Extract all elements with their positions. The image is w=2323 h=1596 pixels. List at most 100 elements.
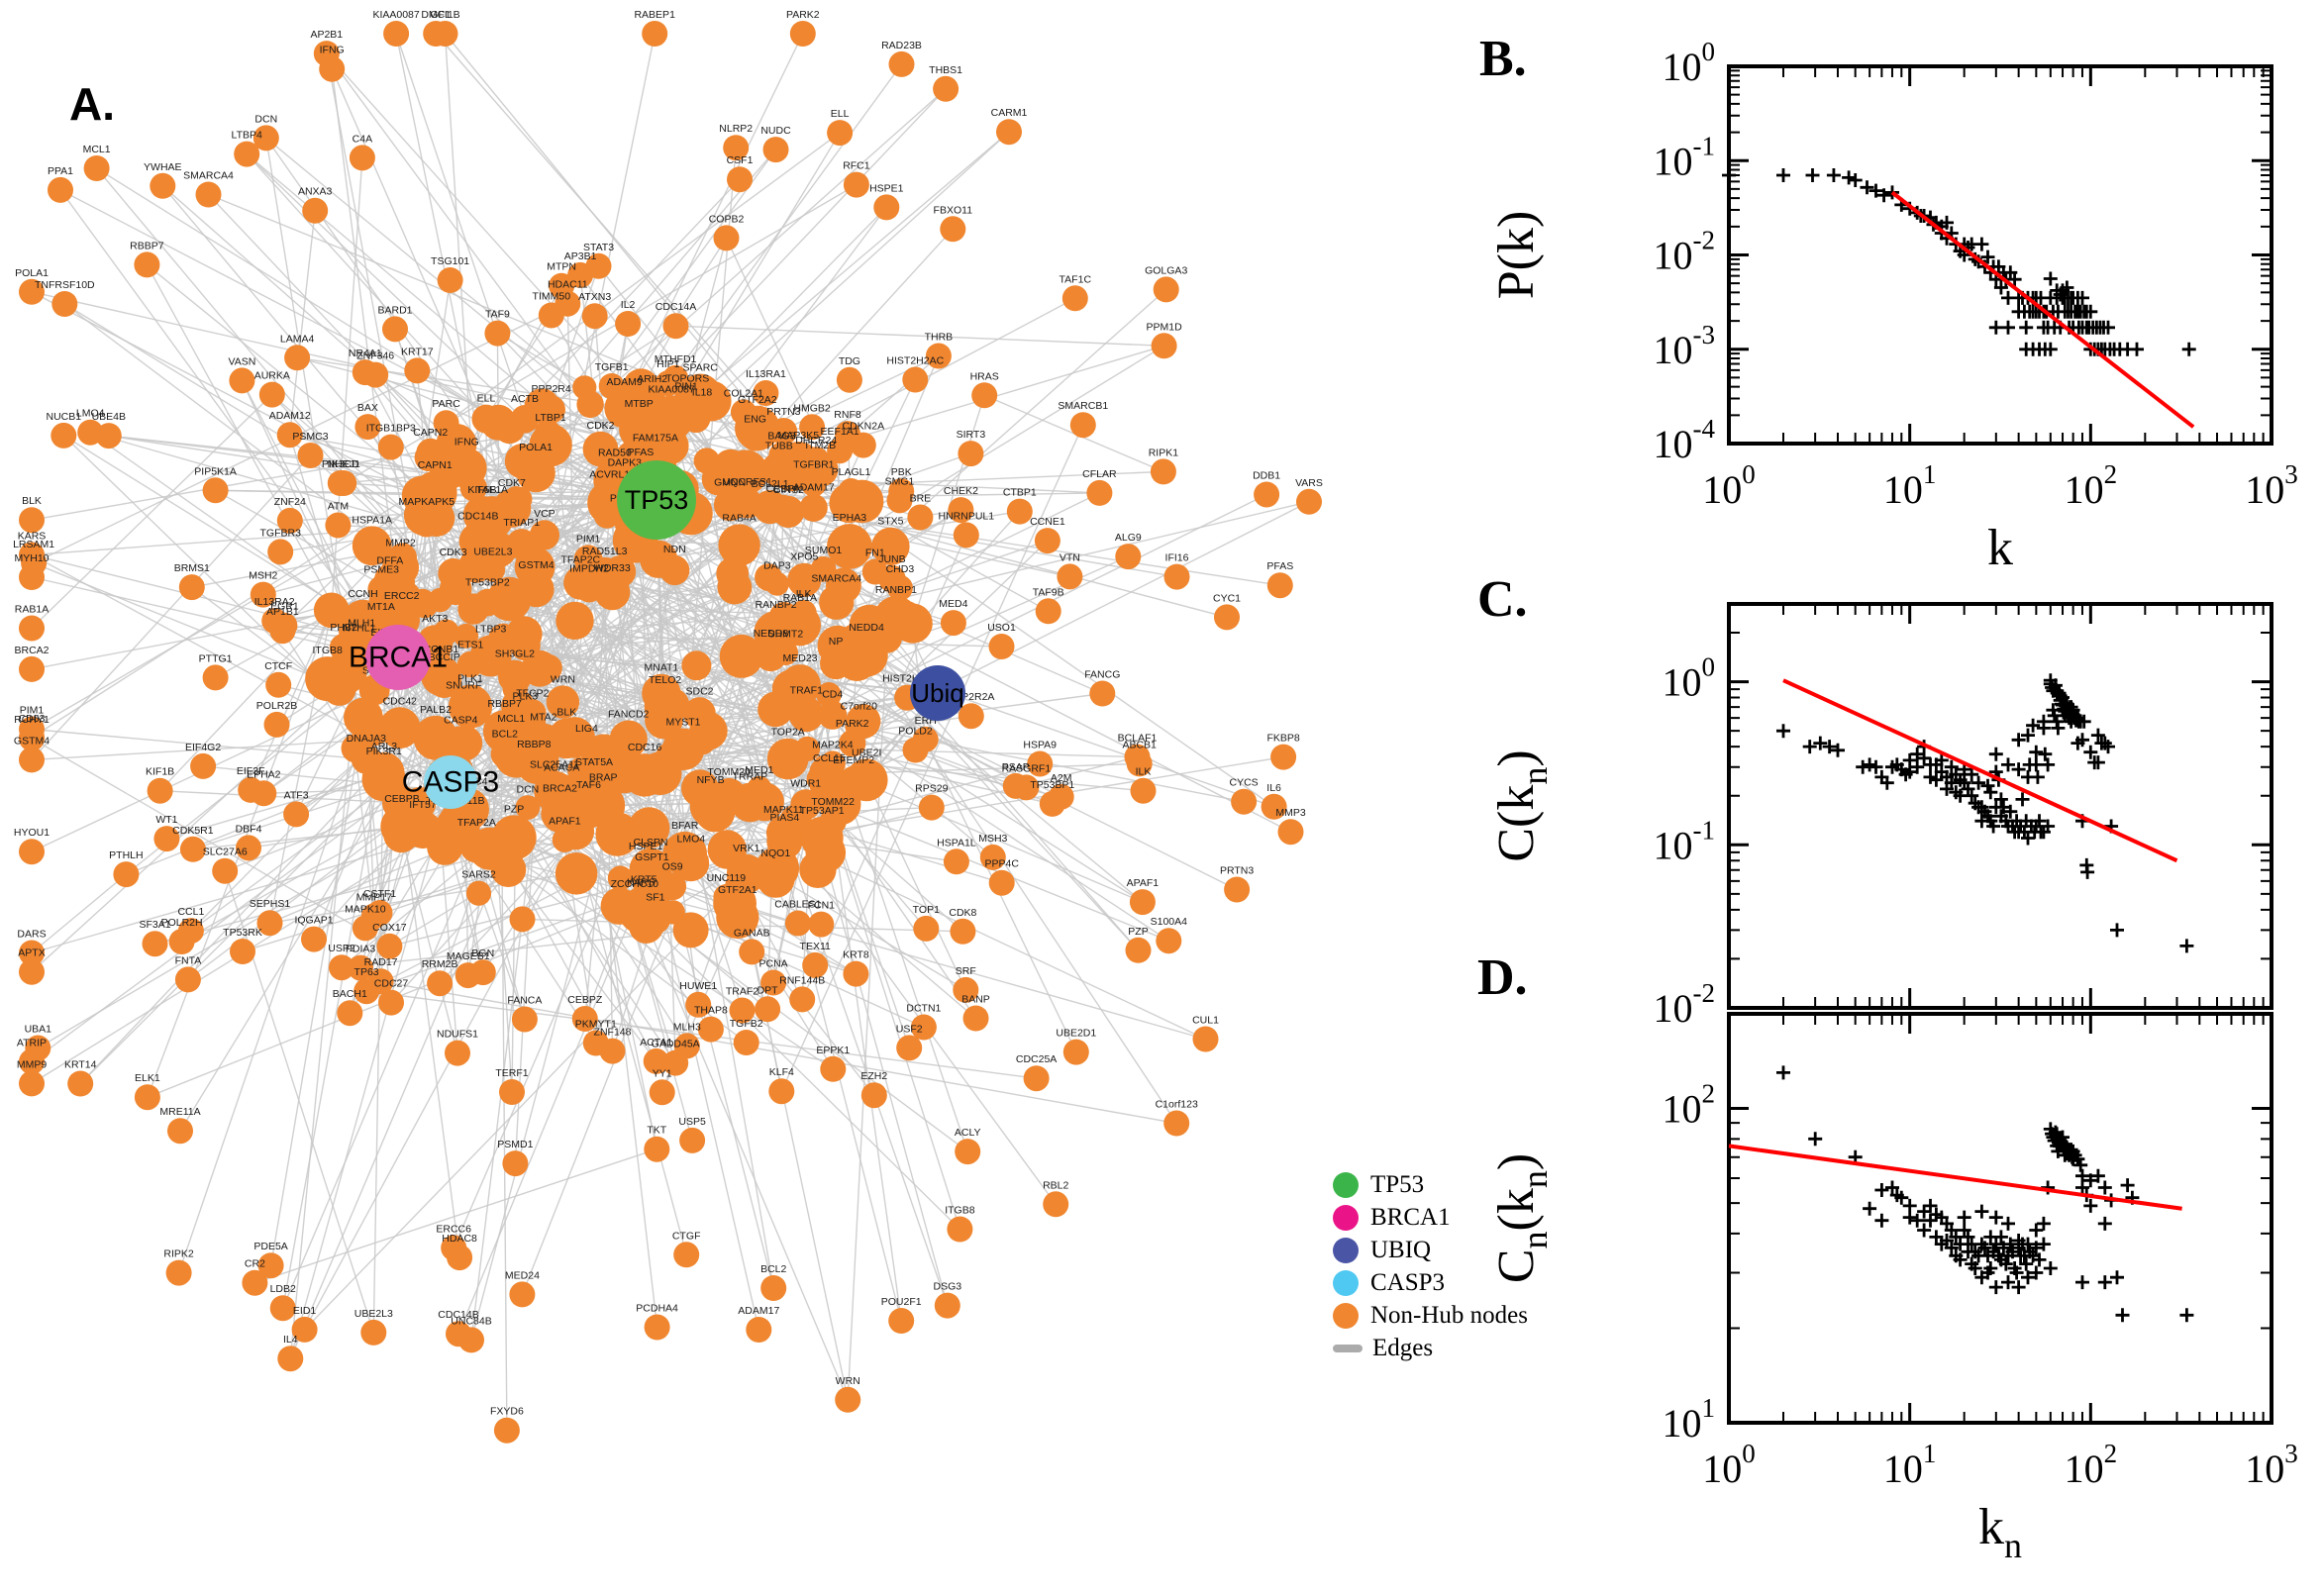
- svg-text:FANCA: FANCA: [507, 995, 542, 1007]
- svg-text:ADAM17: ADAM17: [738, 1305, 779, 1317]
- svg-text:CEBPA: CEBPA: [766, 483, 801, 495]
- svg-text:CDC16: CDC16: [628, 742, 662, 753]
- svg-text:CEBPZ: CEBPZ: [567, 994, 603, 1006]
- svg-text:TP53BP1: TP53BP1: [1030, 779, 1074, 791]
- svg-text:BRCA2: BRCA2: [14, 645, 49, 656]
- svg-text:KLF4: KLF4: [769, 1066, 794, 1078]
- svg-text:TIMM50: TIMM50: [533, 291, 571, 303]
- y-axis-title: C(kn): [1488, 749, 1555, 861]
- svg-text:IL13RA2: IL13RA2: [254, 596, 295, 608]
- svg-text:IL6: IL6: [1266, 782, 1281, 794]
- svg-text:IL4: IL4: [283, 1334, 298, 1346]
- svg-text:EPHA3: EPHA3: [833, 512, 867, 524]
- svg-text:BCLAF1: BCLAF1: [1118, 733, 1158, 745]
- svg-text:C1orf123: C1orf123: [1156, 1099, 1198, 1111]
- svg-text:CFLAR: CFLAR: [1082, 468, 1117, 480]
- svg-text:POLA1: POLA1: [519, 442, 553, 453]
- x-tick-label: 102: [2065, 1439, 2118, 1491]
- panel-label-d: D.: [1477, 949, 1528, 1006]
- svg-text:LMO4: LMO4: [677, 833, 706, 845]
- svg-text:OS9: OS9: [662, 860, 683, 872]
- svg-text:FBXO11: FBXO11: [934, 204, 973, 216]
- svg-text:CDK3: CDK3: [440, 547, 467, 558]
- legend-item-label: Edges: [1372, 1334, 1434, 1361]
- svg-text:SPARC: SPARC: [682, 362, 718, 374]
- svg-text:ZNF148: ZNF148: [594, 1027, 632, 1039]
- svg-text:BAX: BAX: [357, 402, 378, 414]
- svg-text:APAF1: APAF1: [549, 816, 581, 828]
- svg-text:MSH2: MSH2: [249, 570, 277, 582]
- svg-text:MMP17: MMP17: [356, 891, 392, 903]
- fit-line: [1728, 1144, 2182, 1211]
- svg-text:MAPKAPK5: MAPKAPK5: [398, 496, 454, 508]
- svg-text:GSTM4: GSTM4: [14, 735, 50, 747]
- svg-text:CHD3: CHD3: [886, 563, 915, 575]
- svg-text:THAP8: THAP8: [694, 1005, 728, 1017]
- svg-text:PFAS: PFAS: [627, 447, 654, 458]
- svg-text:HDAC11: HDAC11: [548, 279, 588, 291]
- svg-text:PIP5K1A: PIP5K1A: [194, 465, 237, 477]
- axis-minor-ticks: [1729, 1013, 2272, 1423]
- svg-text:ACVRL1: ACVRL1: [589, 468, 630, 480]
- svg-text:TOP2A: TOP2A: [771, 727, 805, 739]
- svg-text:TELO2: TELO2: [649, 674, 681, 686]
- svg-text:TNFRSF10D: TNFRSF10D: [35, 279, 95, 291]
- svg-text:AP1B1: AP1B1: [266, 606, 299, 618]
- svg-text:MTPN: MTPN: [547, 261, 576, 273]
- legend-dot-icon: [1333, 1237, 1359, 1263]
- hub-node-label: BRCA1: [349, 642, 448, 674]
- svg-text:MAP3K5: MAP3K5: [778, 430, 820, 442]
- svg-text:PLAGL1: PLAGL1: [832, 466, 871, 478]
- svg-text:DCN: DCN: [517, 783, 540, 795]
- svg-text:ERCC2: ERCC2: [384, 590, 420, 602]
- svg-text:BFAR: BFAR: [671, 820, 699, 832]
- svg-text:NR4A1: NR4A1: [349, 348, 382, 359]
- svg-text:PIK3CD: PIK3CD: [322, 458, 359, 470]
- svg-text:SIRT3: SIRT3: [957, 429, 986, 441]
- svg-text:KIF1B: KIF1B: [146, 766, 174, 778]
- svg-text:IL18: IL18: [692, 387, 713, 399]
- svg-text:ATRIP: ATRIP: [17, 1037, 47, 1048]
- hub-node-label: CASP3: [402, 766, 499, 799]
- svg-text:UNC119: UNC119: [707, 872, 747, 884]
- svg-text:POU2F1: POU2F1: [881, 1296, 922, 1308]
- legend: TP53 BRCA1 UBIQ CASP3 Non-Hub nodes Edges: [1333, 1168, 1528, 1364]
- svg-text:RAB1A: RAB1A: [783, 592, 817, 604]
- svg-text:RBBP7: RBBP7: [487, 698, 522, 710]
- svg-text:MTBP: MTBP: [625, 398, 654, 410]
- svg-text:DHCR24: DHCR24: [795, 435, 837, 447]
- svg-text:CYC1: CYC1: [1213, 592, 1241, 604]
- svg-text:RFC1: RFC1: [843, 160, 870, 172]
- svg-text:PPP4C: PPP4C: [984, 858, 1019, 870]
- svg-text:RAD23B: RAD23B: [881, 40, 922, 51]
- svg-text:PSAP: PSAP: [1002, 761, 1030, 773]
- svg-text:MTHFD1: MTHFD1: [655, 353, 697, 365]
- svg-text:CD4: CD4: [822, 689, 843, 701]
- svg-text:CASP4: CASP4: [444, 714, 478, 726]
- svg-text:AP3B1: AP3B1: [564, 250, 597, 262]
- svg-text:BCL2: BCL2: [492, 728, 518, 740]
- svg-text:IQGAP1: IQGAP1: [294, 915, 333, 927]
- svg-text:GANAB: GANAB: [734, 927, 770, 939]
- svg-text:TSG101: TSG101: [431, 255, 469, 267]
- svg-text:PPM1D: PPM1D: [1147, 321, 1183, 333]
- svg-text:BACH1: BACH1: [333, 988, 367, 1000]
- svg-text:SUMO1: SUMO1: [805, 545, 843, 556]
- svg-text:PARK2: PARK2: [836, 718, 869, 730]
- scatter-points: [1776, 1065, 2194, 1323]
- svg-text:ATXN3: ATXN3: [578, 291, 611, 303]
- svg-text:YY1: YY1: [653, 1067, 672, 1079]
- svg-text:ZCCHC10: ZCCHC10: [611, 878, 659, 890]
- svg-text:RANBP1: RANBP1: [875, 584, 917, 596]
- svg-text:CCL15: CCL15: [813, 752, 846, 764]
- svg-text:CD53: CD53: [19, 713, 46, 725]
- svg-text:GSTM4: GSTM4: [518, 559, 554, 571]
- svg-text:GINS2: GINS2: [772, 484, 804, 496]
- svg-text:BLK: BLK: [556, 707, 576, 719]
- svg-text:PLK1: PLK1: [457, 673, 483, 685]
- panel-label-b: B.: [1479, 31, 1527, 87]
- svg-text:BRCA2: BRCA2: [543, 783, 577, 795]
- svg-text:BGN: BGN: [471, 948, 494, 959]
- svg-text:EGR1: EGR1: [270, 601, 299, 613]
- svg-text:ELL: ELL: [477, 393, 496, 405]
